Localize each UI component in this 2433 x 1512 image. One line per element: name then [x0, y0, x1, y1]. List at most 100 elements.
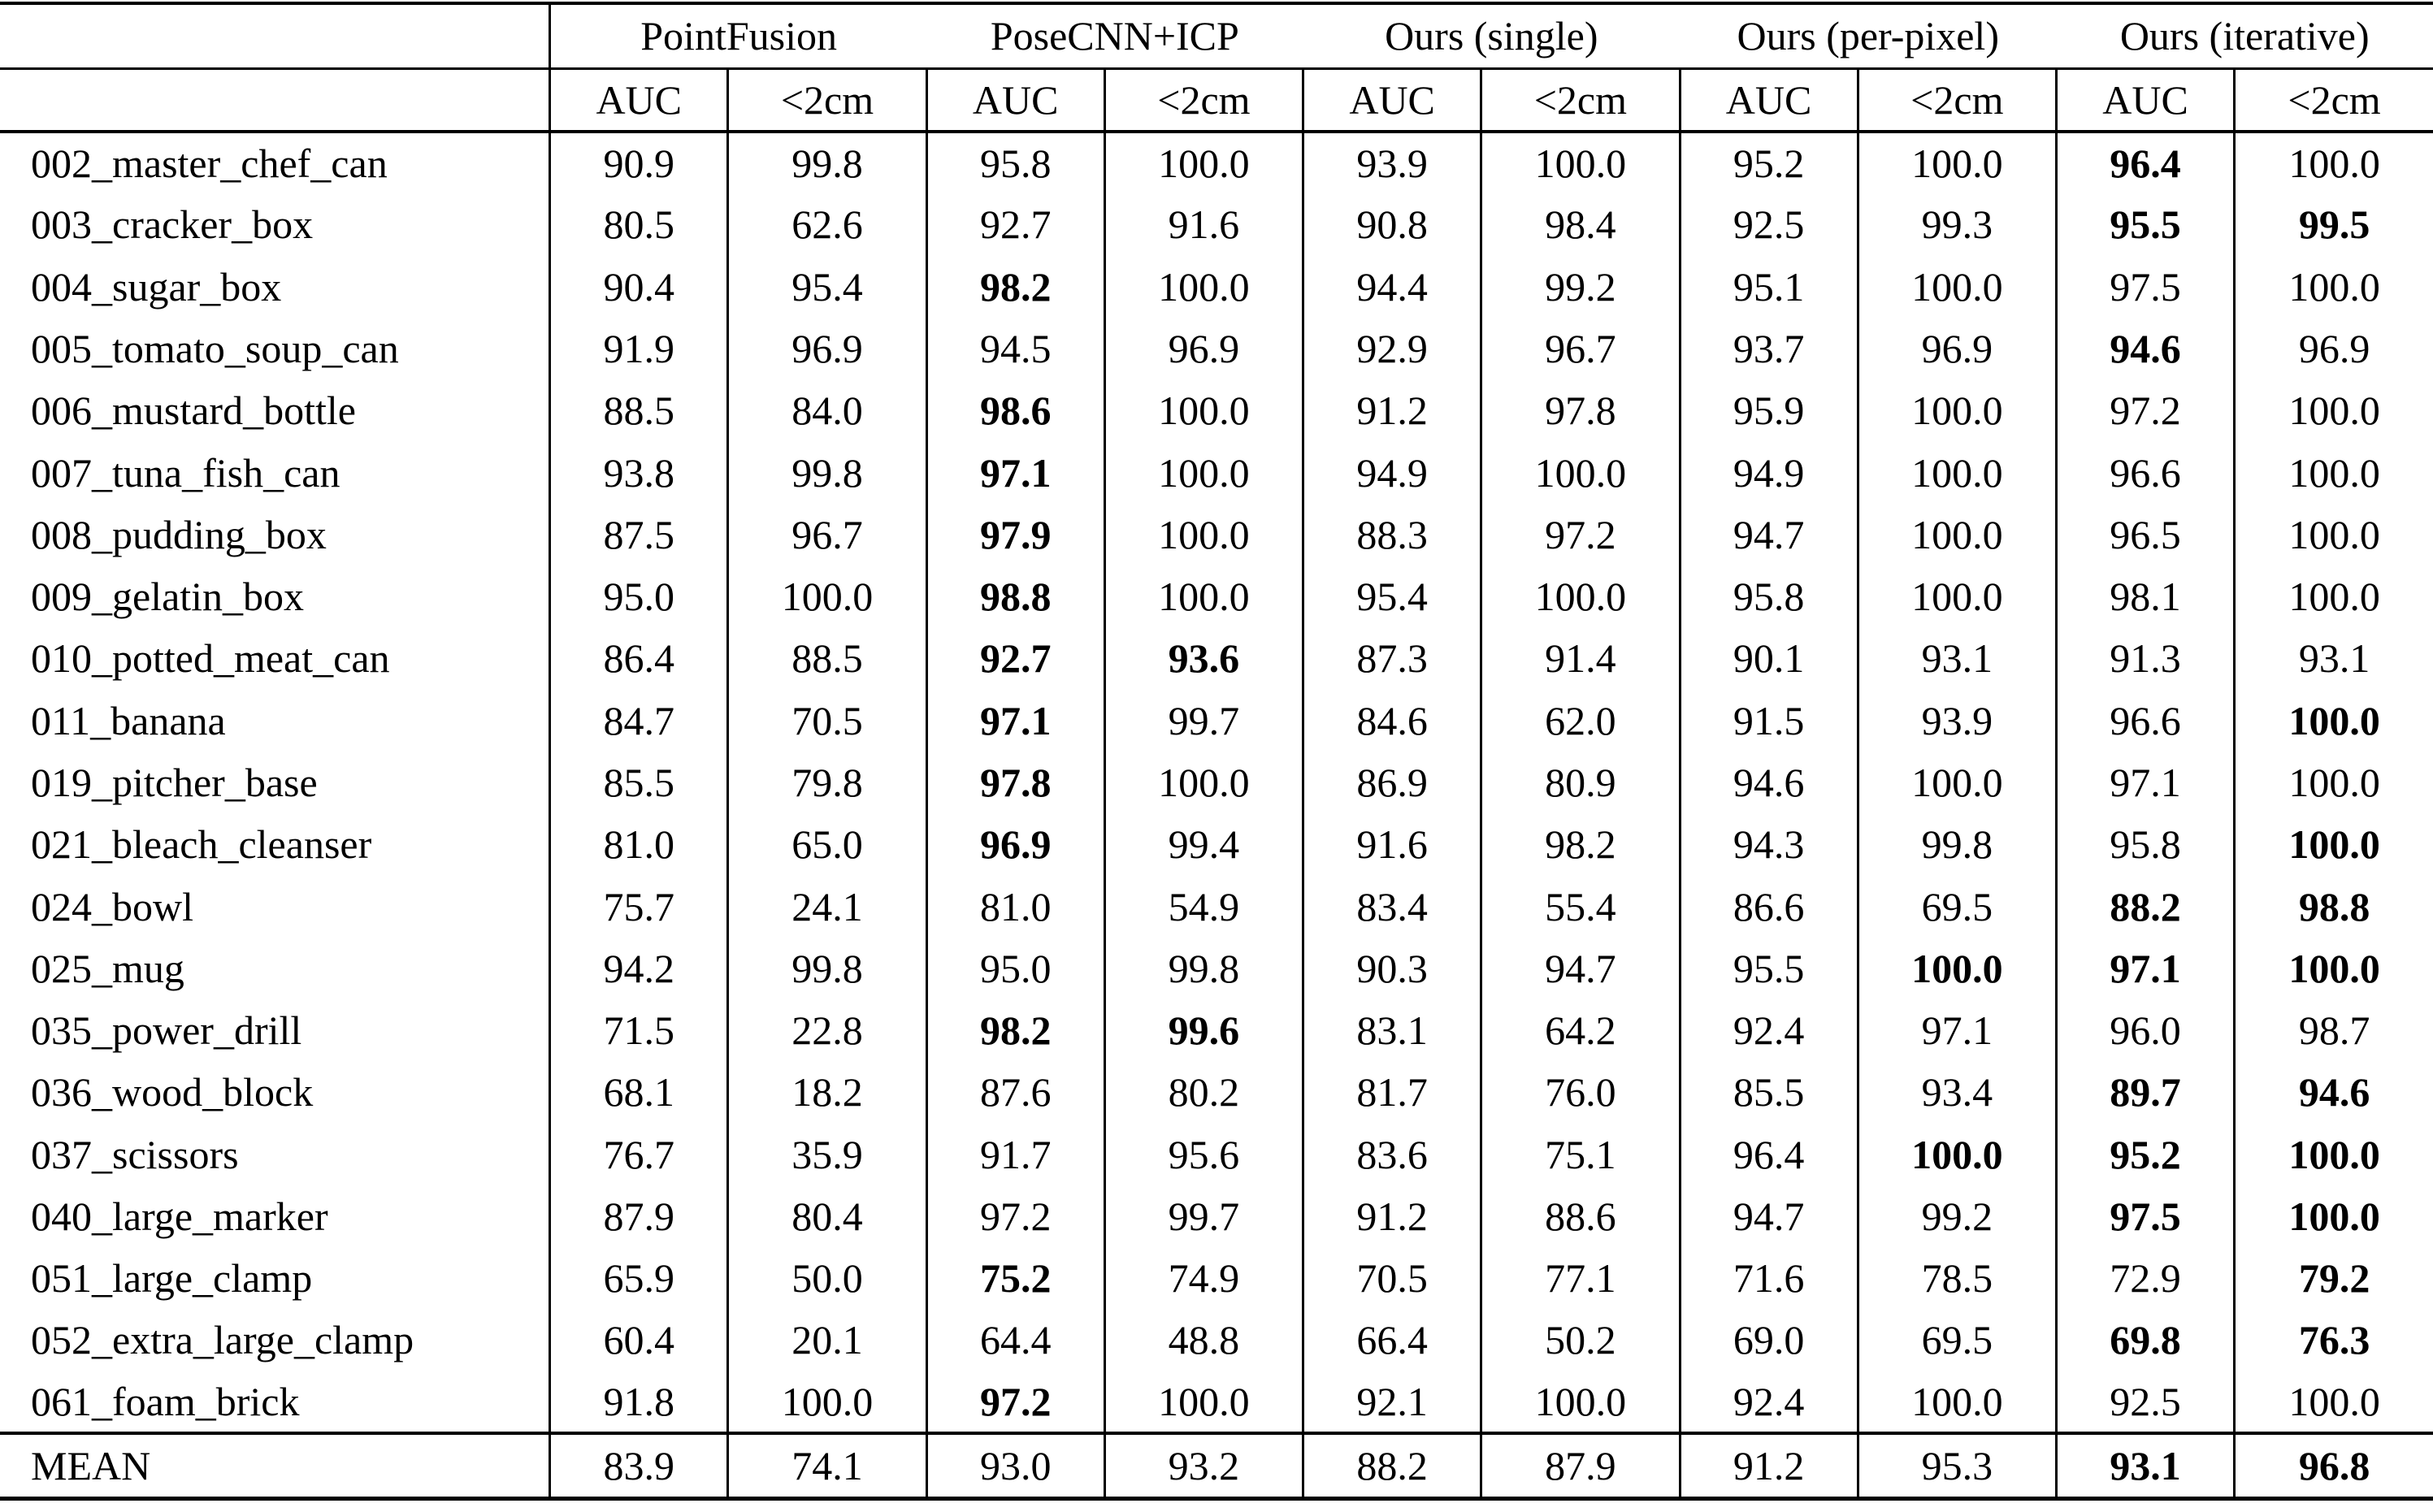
value-cell: 66.4 [1302, 1309, 1481, 1371]
value-cell: 96.6 [2054, 441, 2235, 504]
value-cell: 100.0 [2233, 565, 2433, 628]
value-cell: 100.0 [2233, 379, 2433, 442]
value-cell: 97.2 [2054, 379, 2235, 442]
value-cell: 90.1 [1678, 627, 1858, 690]
value-cell: 100.0 [1856, 441, 2057, 504]
value-cell: 99.2 [1480, 255, 1681, 318]
value-cell: 94.3 [1678, 813, 1858, 876]
value-cell: 99.5 [2233, 193, 2433, 256]
corner-cell [0, 68, 552, 133]
value-cell: 85.5 [549, 751, 728, 814]
value-cell: 75.1 [1480, 1123, 1681, 1185]
value-cell: 91.5 [1678, 689, 1858, 752]
value-cell: 99.6 [1103, 999, 1303, 1062]
value-cell: 77.1 [1480, 1247, 1681, 1310]
value-cell: 97.8 [1480, 379, 1681, 442]
value-cell: 100.0 [1103, 441, 1303, 504]
metric-header: <2cm [1103, 68, 1303, 133]
value-cell: 92.5 [2054, 1371, 2235, 1433]
value-cell: 98.8 [925, 565, 1105, 628]
value-cell: 96.6 [2054, 689, 2235, 752]
value-cell: 96.5 [2054, 503, 2235, 565]
value-cell: 91.8 [549, 1371, 728, 1433]
value-cell: 20.1 [726, 1309, 927, 1371]
value-cell: 96.7 [1480, 317, 1681, 380]
value-cell: 96.9 [1856, 317, 2057, 380]
value-cell: 92.4 [1678, 1371, 1858, 1433]
value-cell: 24.1 [726, 875, 927, 938]
value-cell: 97.2 [925, 1185, 1105, 1248]
value-cell: 100.0 [2233, 441, 2433, 504]
value-cell: 97.8 [925, 751, 1105, 814]
value-cell: 95.5 [2054, 193, 2235, 256]
value-cell: 99.3 [1856, 193, 2057, 256]
value-cell: 100.0 [1480, 441, 1681, 504]
value-cell: 100.0 [2233, 255, 2433, 318]
value-cell: 100.0 [2233, 813, 2433, 876]
value-cell: 95.1 [1678, 255, 1858, 318]
value-cell: 35.9 [726, 1123, 927, 1185]
value-cell: 99.8 [726, 441, 927, 504]
value-cell: 100.0 [1103, 565, 1303, 628]
object-name-cell: 008_pudding_box [0, 503, 552, 565]
value-cell: 99.8 [1103, 937, 1303, 999]
value-cell: 93.4 [1856, 1061, 2057, 1124]
value-cell: 69.5 [1856, 875, 2057, 938]
value-cell: 50.0 [726, 1247, 927, 1310]
table-row: 061_foam_brick 91.8 100.0 97.2 100.0 92.1 100.… [0, 1371, 2433, 1433]
value-cell: 96.4 [1678, 1123, 1858, 1185]
method-group-header: Ours (iterative) [2056, 3, 2433, 70]
value-cell: 76.0 [1480, 1061, 1681, 1124]
value-cell: 93.8 [549, 441, 728, 504]
value-cell: 90.4 [549, 255, 728, 318]
table-row: 006_mustard_bottle 88.5 84.0 98.6 100.0 91.2 9… [0, 379, 2433, 442]
value-cell: 93.0 [925, 1431, 1105, 1499]
value-cell: 94.7 [1480, 937, 1681, 999]
value-cell: 74.1 [726, 1431, 927, 1499]
table-row: 008_pudding_box 87.5 96.7 97.9 100.0 88.3 97.2… [0, 503, 2433, 565]
value-cell: 100.0 [1856, 132, 2057, 194]
value-cell: 91.2 [1302, 379, 1481, 442]
object-name-cell: 061_foam_brick [0, 1371, 552, 1433]
object-name-cell: 021_bleach_cleanser [0, 813, 552, 876]
value-cell: 62.6 [726, 193, 927, 256]
value-cell: 88.3 [1302, 503, 1481, 565]
value-cell: 99.8 [1856, 813, 2057, 876]
value-cell: 88.2 [2054, 875, 2235, 938]
value-cell: 98.4 [1480, 193, 1681, 256]
value-cell: 55.4 [1480, 875, 1681, 938]
value-cell: 100.0 [1103, 132, 1303, 194]
value-cell: 100.0 [1856, 255, 2057, 318]
value-cell: 95.9 [1678, 379, 1858, 442]
object-name-cell: 035_power_drill [0, 999, 552, 1062]
value-cell: 76.7 [549, 1123, 728, 1185]
value-cell: 94.6 [1678, 751, 1858, 814]
value-cell: 98.2 [925, 999, 1105, 1062]
value-cell: 94.9 [1678, 441, 1858, 504]
value-cell: 100.0 [1856, 751, 2057, 814]
value-cell: 98.2 [925, 255, 1105, 318]
value-cell: 79.2 [2233, 1247, 2433, 1310]
value-cell: 100.0 [2233, 937, 2433, 999]
value-cell: 96.4 [2054, 132, 2235, 194]
value-cell: 97.1 [925, 689, 1105, 752]
value-cell: 99.2 [1856, 1185, 2057, 1248]
value-cell: 87.5 [549, 503, 728, 565]
object-name-cell: 019_pitcher_base [0, 751, 552, 814]
value-cell: 95.3 [1856, 1431, 2057, 1499]
value-cell: 97.9 [925, 503, 1105, 565]
metric-header: AUC [1678, 68, 1858, 133]
corner-cell [0, 3, 552, 70]
value-cell: 94.6 [2054, 317, 2235, 380]
value-cell: 74.9 [1103, 1247, 1303, 1310]
object-name-cell: 024_bowl [0, 875, 552, 938]
value-cell: 95.8 [2054, 813, 2235, 876]
value-cell: 83.6 [1302, 1123, 1481, 1185]
value-cell: 91.6 [1103, 193, 1303, 256]
value-cell: 98.7 [2233, 999, 2433, 1062]
value-cell: 100.0 [1856, 937, 2057, 999]
table-row: 009_gelatin_box 95.0 100.0 98.8 100.0 95.4 100… [0, 565, 2433, 628]
value-cell: 64.4 [925, 1309, 1105, 1371]
method-group-header: Ours (per-pixel) [1680, 3, 2057, 70]
table-row: 035_power_drill 71.5 22.8 98.2 99.6 83.1 64.2 9… [0, 999, 2433, 1062]
